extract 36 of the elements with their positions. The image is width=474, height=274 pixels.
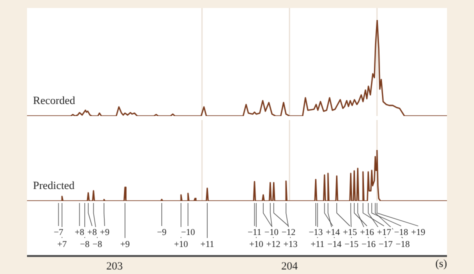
- series-label: Recorded: [33, 95, 76, 107]
- annotation: +11: [200, 239, 214, 249]
- annotation: +15: [342, 227, 358, 237]
- annotation: −15: [344, 239, 360, 249]
- annotation: −7: [54, 227, 64, 237]
- series-label: Predicted: [33, 180, 76, 192]
- annotation: +9: [100, 227, 110, 237]
- annotation: −10: [180, 227, 196, 237]
- x-tick-label: 203: [106, 260, 124, 272]
- annotation: −8: [80, 239, 90, 249]
- annotation: −13: [308, 227, 324, 237]
- annotation: −18: [394, 227, 409, 237]
- annotation: −14: [327, 239, 342, 249]
- annotation: +13: [283, 239, 298, 249]
- annotation: +12: [266, 239, 280, 249]
- annotation: +11: [310, 239, 324, 249]
- annotation: −10: [264, 227, 279, 237]
- x-tick-label: 204: [281, 260, 298, 272]
- annotation: −12: [281, 227, 296, 237]
- annotation: +16: [360, 227, 375, 237]
- annotation: +10: [249, 239, 264, 249]
- annotation: −18: [396, 239, 410, 249]
- annotation: +8: [74, 227, 85, 237]
- annotation: +19: [411, 227, 426, 237]
- annotation: +8: [87, 227, 98, 237]
- annotation: +7: [57, 239, 68, 249]
- annotation: +10: [174, 239, 189, 249]
- annotation: +17: [377, 227, 392, 237]
- x-axis-title: (s): [435, 258, 448, 270]
- annotation: −9: [156, 227, 168, 237]
- annotation: +9: [120, 239, 130, 249]
- annotation: −17: [378, 239, 394, 249]
- annotation: −8: [92, 239, 103, 249]
- annotation: −16: [362, 239, 376, 249]
- annotation: +14: [326, 227, 340, 237]
- annotation: −11: [248, 227, 262, 237]
